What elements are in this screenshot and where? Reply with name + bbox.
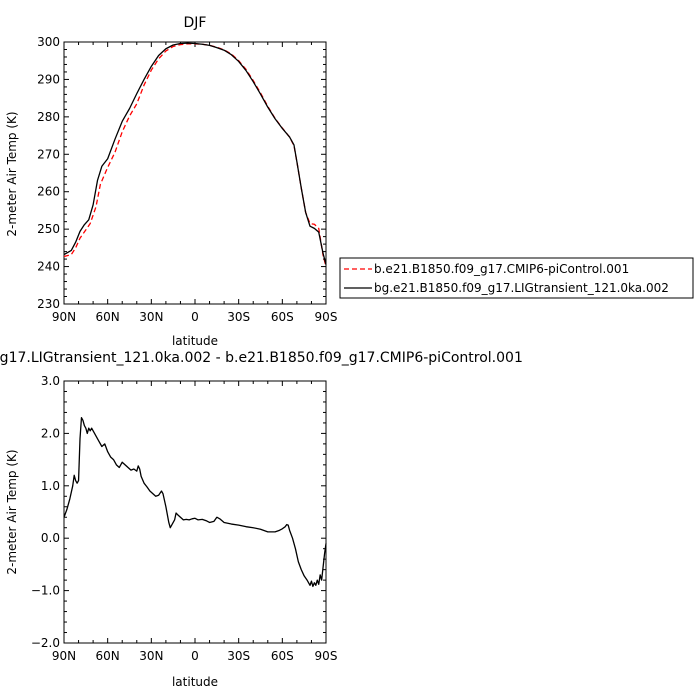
top-chart-ylabel: 2-meter Air Temp (K) [5,111,19,236]
top-xtick-label: 0 [191,310,199,324]
legend-label-series-2: bg.e21.B1850.f09_g17.LIGtransient_121.0k… [374,281,669,295]
bottom-plot-frame [63,380,327,644]
bottom-ytick-label: 3.0 [41,374,60,388]
bottom-xtick-label: 0 [191,649,199,663]
top-ytick-label: 300 [37,35,60,49]
top-ytick-label: 280 [37,110,60,124]
bottom-plot-area: 90N 60N 30N 0 30S 60S 90S −2.0 −1.0 0.0 1.0 2.0 3.0 [31,374,338,663]
top-ytick-label: 250 [37,222,60,236]
top-xtick-label: 30N [139,310,163,324]
bottom-xtick-label: 60S [271,649,294,663]
top-chart: DJF 90N 60N 30N 0 30S 60S 90S 230 240 250 260 270 28… [5,15,694,348]
bottom-xtick-label: 90N [52,649,76,663]
bottom-ytick-label: −2.0 [31,636,60,650]
top-plot-frame [63,41,327,305]
top-xtick-label: 60N [96,310,120,324]
bottom-xtick-label: 30N [139,649,163,663]
bottom-series-line-1 [63,417,327,588]
top-chart-legend: b.e21.B1850.f09_g17.CMIP6-piControl.001 … [339,257,694,299]
bottom-ytick-label: 1.0 [41,479,60,493]
bottom-xtick-label: 30S [227,649,250,663]
top-ytick-label: 270 [37,147,60,161]
top-series-line-2 [63,42,327,265]
top-xtick-label: 90S [315,310,338,324]
bottom-chart-ylabel: 2-meter Air Temp (K) [5,449,19,574]
top-plot-area: 90N 60N 30N 0 30S 60S 90S 230 240 250 260 270 280 290… [37,35,337,324]
bottom-ytick-label: 0.0 [41,531,60,545]
top-chart-xlabel: latitude [172,334,218,348]
top-xtick-label: 90N [52,310,76,324]
top-ytick-label: 290 [37,72,60,86]
top-ytick-label: 230 [37,297,60,311]
legend-label-series-1: b.e21.B1850.f09_g17.CMIP6-piControl.001 [374,262,629,276]
top-chart-title: DJF [184,15,207,31]
top-ytick-label: 240 [37,260,60,274]
top-ytick-label: 260 [37,185,60,199]
top-series-line-1 [63,43,327,267]
bottom-chart-title: bg.e21.B1850.f09_g17.LIGtransient_121.0k… [0,350,523,366]
top-xtick-label: 30S [227,310,250,324]
legend-box [339,257,694,299]
bottom-xtick-label: 60N [96,649,120,663]
bottom-xtick-label: 90S [315,649,338,663]
top-xtick-label: 60S [271,310,294,324]
bottom-chart: bg.e21.B1850.f09_g17.LIGtransient_121.0k… [0,350,523,689]
bottom-chart-xlabel: latitude [172,675,218,689]
bottom-ytick-label: 2.0 [41,426,60,440]
bottom-ytick-label: −1.0 [31,584,60,598]
